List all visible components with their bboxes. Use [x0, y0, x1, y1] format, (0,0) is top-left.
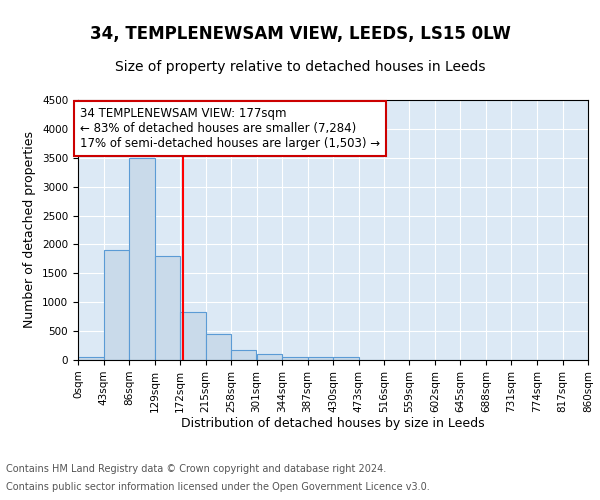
Bar: [282, 356, 308, 360]
Bar: [155, 256, 180, 360]
Text: 34, TEMPLENEWSAM VIEW, LEEDS, LS15 0LW: 34, TEMPLENEWSAM VIEW, LEEDS, LS15 0LW: [89, 25, 511, 43]
Bar: [129, 158, 155, 360]
Bar: [205, 334, 231, 360]
Bar: [104, 250, 129, 360]
X-axis label: Distribution of detached houses by size in Leeds: Distribution of detached houses by size …: [181, 418, 485, 430]
Bar: [78, 357, 104, 360]
Text: Size of property relative to detached houses in Leeds: Size of property relative to detached ho…: [115, 60, 485, 74]
Bar: [257, 354, 282, 360]
Bar: [231, 350, 256, 360]
Text: 34 TEMPLENEWSAM VIEW: 177sqm
← 83% of detached houses are smaller (7,284)
17% of: 34 TEMPLENEWSAM VIEW: 177sqm ← 83% of de…: [80, 107, 380, 150]
Text: Contains HM Land Registry data © Crown copyright and database right 2024.: Contains HM Land Registry data © Crown c…: [6, 464, 386, 474]
Bar: [180, 312, 205, 360]
Y-axis label: Number of detached properties: Number of detached properties: [23, 132, 37, 328]
Text: Contains public sector information licensed under the Open Government Licence v3: Contains public sector information licen…: [6, 482, 430, 492]
Bar: [333, 357, 359, 360]
Bar: [308, 357, 333, 360]
